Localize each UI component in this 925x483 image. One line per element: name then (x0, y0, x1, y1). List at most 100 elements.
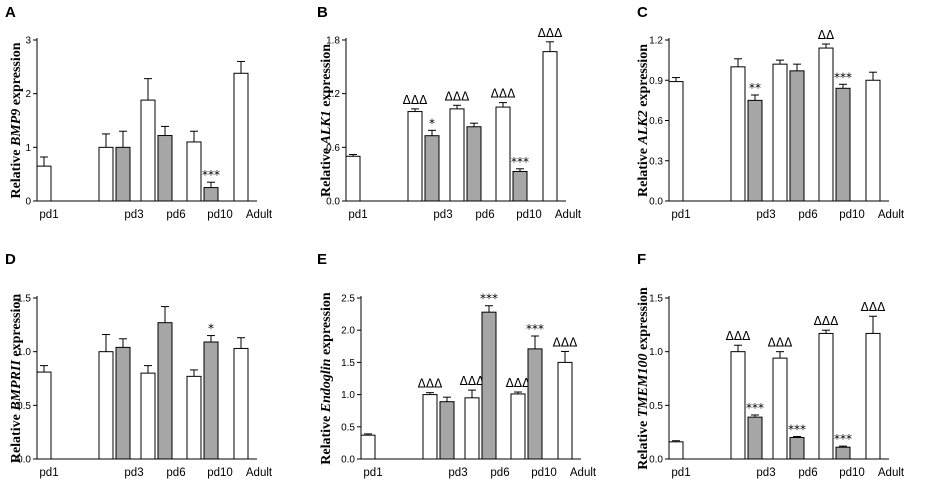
x-tick-label: pd1 (39, 467, 58, 479)
x-tick-label: pd10 (531, 467, 557, 479)
bar-grey-pd3 (115, 346, 131, 460)
y-axis-label-gene: TMEM100 (636, 353, 651, 417)
y-tick-label: 0.5 (341, 422, 355, 433)
bar-white-pd10 (510, 393, 526, 460)
y-tick-label: 1.0 (341, 390, 355, 401)
bar-grey-pd3 (439, 401, 455, 460)
significance-delta-label: ΔΔΔ (491, 87, 516, 101)
x-tick-label: pd10 (516, 209, 542, 221)
y-tick-label: 1.2 (649, 36, 663, 47)
bar-white-adult (542, 51, 558, 202)
x-tick-label: pd10 (207, 209, 233, 221)
panel-letter: B (317, 4, 328, 21)
y-tick-label: 1.0 (17, 347, 31, 358)
panel-letter: C (637, 4, 648, 21)
y-axis-label-gene: Endoglin (319, 358, 334, 413)
y-axis-label-suffix: expression (9, 294, 24, 360)
y-axis-label-prefix: Relative (636, 417, 651, 469)
bar-white-pd10 (818, 332, 834, 460)
y-tick-label: 0.6 (326, 143, 340, 154)
y-tick-label: 0 (25, 197, 31, 208)
y-tick-label: 1.8 (326, 36, 340, 47)
y-axis-label: Relative BMP9 expression (9, 42, 24, 198)
significance-star-label: *** (526, 322, 544, 336)
y-tick-label: 3 (25, 36, 31, 47)
bar-white-pd1 (36, 371, 52, 460)
y-tick-label: 2.5 (341, 294, 355, 305)
bar-white-pd6 (140, 99, 156, 202)
bar-white-pd1 (668, 441, 684, 460)
bar-white-pd3 (98, 351, 114, 460)
significance-star-label: *** (202, 168, 220, 182)
x-tick-label: Adult (570, 467, 597, 479)
bar-white-pd10 (818, 47, 834, 202)
x-tick-label: pd1 (671, 209, 690, 221)
x-tick-label: pd3 (448, 467, 467, 479)
y-axis-label: Relative BMPRII expression (9, 294, 24, 464)
bar-grey-pd6 (157, 322, 173, 460)
bar-white-pd3 (730, 66, 746, 202)
significance-delta-label: ΔΔΔ (538, 26, 563, 40)
x-tick-label: pd6 (166, 467, 185, 479)
bar-grey-pd6 (789, 70, 805, 202)
x-tick-label: Adult (246, 467, 273, 479)
x-tick-label: pd3 (433, 209, 452, 221)
x-tick-label: pd1 (39, 209, 58, 221)
x-tick-label: Adult (246, 209, 273, 221)
y-axis-label-suffix: expression (9, 42, 24, 108)
panel-letter: F (637, 251, 646, 268)
y-tick-label: 0.5 (17, 401, 31, 412)
x-tick-label: pd6 (798, 209, 817, 221)
y-axis-label-gene: ALK1 (319, 110, 334, 145)
bar-grey-pd3 (115, 146, 131, 202)
y-tick-label: 2 (25, 89, 31, 100)
x-tick-label: pd6 (490, 467, 509, 479)
significance-star-label: *** (834, 432, 852, 446)
bar-white-pd3 (422, 394, 438, 460)
x-tick-label: pd3 (124, 209, 143, 221)
y-tick-label: 0.0 (17, 455, 31, 466)
y-tick-label: 0.3 (649, 156, 663, 167)
bar-white-pd3 (407, 111, 423, 202)
x-tick-label: pd1 (363, 467, 382, 479)
bar-white-pd1 (668, 81, 684, 202)
bar-white-pd6 (772, 357, 788, 460)
y-tick-label: 1.5 (341, 358, 355, 369)
significance-delta-label: ΔΔΔ (506, 376, 531, 390)
bar-white-pd10 (186, 141, 202, 202)
significance-delta-label: ΔΔΔ (418, 377, 443, 391)
y-tick-label: 0.0 (326, 197, 340, 208)
bar-white-pd3 (98, 146, 114, 202)
bar-grey-pd6 (789, 437, 805, 460)
y-tick-label: 1.5 (17, 294, 31, 305)
y-axis-label-suffix: expression (319, 292, 334, 358)
y-axis-label: Relative ALK2 expression (636, 44, 651, 197)
bar-white-pd1 (345, 155, 361, 202)
y-tick-label: 0.5 (649, 401, 663, 412)
bar-white-pd1 (36, 165, 52, 202)
y-axis-label-prefix: Relative (319, 145, 334, 197)
significance-star-label: *** (511, 155, 529, 169)
bar-grey-pd10 (835, 87, 851, 202)
y-axis-label: Relative TMEM100 expression (636, 287, 651, 470)
significance-delta-label: ΔΔΔ (768, 336, 793, 350)
x-tick-label: pd10 (839, 209, 865, 221)
significance-star-label: *** (834, 70, 852, 84)
bar-grey-pd3 (747, 99, 763, 202)
bar-white-adult (233, 347, 249, 460)
x-tick-label: pd3 (124, 467, 143, 479)
y-axis-label: Relative Endoglin expression (319, 292, 334, 465)
x-tick-label: pd6 (475, 209, 494, 221)
x-tick-label: Adult (878, 467, 905, 479)
x-tick-label: pd6 (166, 209, 185, 221)
bar-white-pd3 (730, 351, 746, 460)
significance-delta-label: ΔΔΔ (726, 329, 751, 343)
panel-letter: A (5, 4, 16, 21)
bar-grey-pd10 (203, 187, 219, 202)
x-tick-label: pd6 (798, 467, 817, 479)
bar-white-pd6 (772, 63, 788, 202)
y-axis-label-prefix: Relative (9, 411, 24, 463)
